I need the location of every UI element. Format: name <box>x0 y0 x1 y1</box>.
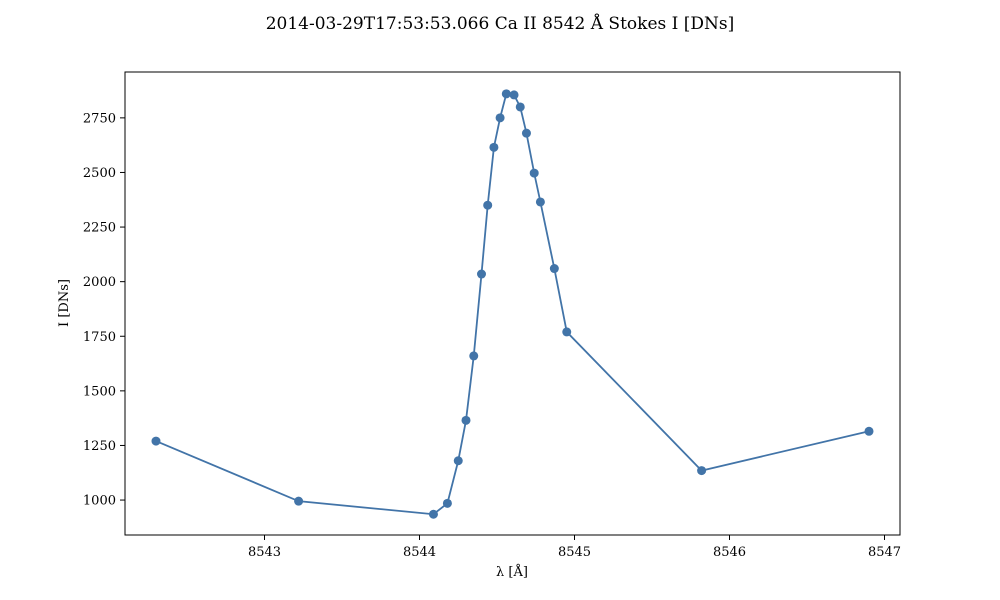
y-tick-label: 1250 <box>83 439 116 454</box>
x-tick-label: 8545 <box>558 545 591 560</box>
data-point <box>294 496 304 506</box>
data-point <box>442 498 452 508</box>
data-point <box>461 415 471 425</box>
data-point <box>509 90 519 100</box>
data-point <box>515 102 525 112</box>
x-tick-label: 8543 <box>248 545 281 560</box>
data-point <box>529 168 539 178</box>
data-point <box>495 113 505 123</box>
data-point <box>469 351 479 361</box>
data-point <box>535 197 545 207</box>
x-tick-label: 8544 <box>403 545 436 560</box>
data-point <box>501 89 511 99</box>
y-tick-label: 2250 <box>83 221 116 236</box>
y-tick-label: 2750 <box>83 111 116 126</box>
x-axis: 8543 8544 8545 8546 8547 <box>248 535 901 560</box>
data-point <box>549 264 559 274</box>
x-axis-label: λ [Å] <box>496 564 528 580</box>
data-point <box>151 436 161 446</box>
data-point <box>428 509 438 519</box>
y-tick-label: 2000 <box>83 275 116 290</box>
series-layer <box>151 89 874 519</box>
y-axis: 1000 1250 1500 1750 2000 2250 2500 2750 <box>83 111 125 509</box>
data-point <box>453 456 463 466</box>
x-tick-label: 8546 <box>713 545 746 560</box>
series-line <box>155 92 870 516</box>
y-tick-label: 1750 <box>83 330 116 345</box>
y-tick-label: 2500 <box>83 166 116 181</box>
y-axis-label: I [DNs] <box>57 279 72 327</box>
data-point <box>864 426 874 436</box>
x-tick-label: 8547 <box>868 545 901 560</box>
data-point <box>697 466 707 476</box>
data-point <box>562 327 572 337</box>
y-tick-label: 1500 <box>83 384 116 399</box>
plot-area <box>124 71 901 536</box>
data-point <box>521 128 531 138</box>
y-tick-label: 1000 <box>83 494 116 509</box>
data-point <box>489 142 499 152</box>
data-point <box>477 269 486 279</box>
chart-title: 2014-03-29T17:53:53.066 Ca II 8542 Å Sto… <box>266 13 735 34</box>
data-point <box>483 200 493 210</box>
